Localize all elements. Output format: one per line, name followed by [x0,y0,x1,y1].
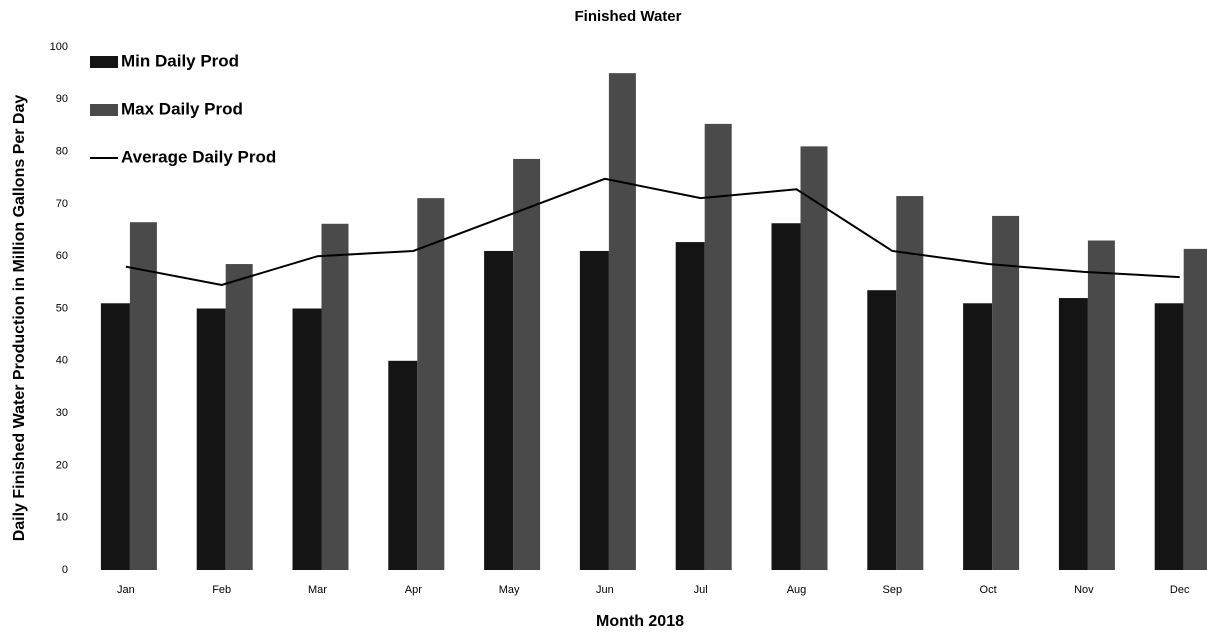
x-tick-label: Jun [596,584,614,596]
x-tick-label: Jul [694,584,708,596]
line [125,177,1180,286]
bar [417,198,445,570]
bar [800,146,828,570]
bar [867,290,897,570]
bar [225,264,253,570]
bar [513,158,541,570]
bar [771,223,801,570]
bar [704,123,732,571]
bar [608,73,636,571]
x-tick-label: Apr [405,584,422,596]
bar [675,242,705,571]
legend-swatch [90,104,118,116]
bar [896,196,924,570]
y-tick-label: 80 [56,146,68,158]
bar [100,303,130,570]
x-tick-label: Mar [308,584,327,596]
y-tick-label: 60 [56,250,68,262]
bar [388,360,418,570]
x-tick-label: Oct [980,584,997,596]
bar [992,215,1020,570]
x-tick-label: Dec [1170,584,1190,596]
x-axis-title: Month 2018 [596,613,684,630]
y-tick-label: 70 [56,198,68,210]
bar [321,223,349,571]
bar [484,250,514,570]
bar [963,303,993,570]
y-tick-label: 20 [56,459,68,471]
y-tick-label: 50 [56,302,68,314]
bar [1087,240,1115,570]
y-tick-label: 0 [62,564,68,576]
legend-label: Min Daily Prod [121,51,239,70]
legend-label: Max Daily Prod [121,99,243,118]
legend-label: Average Daily Prod [121,147,276,166]
bar [1154,303,1184,570]
bar [196,308,226,570]
x-tick-label: Feb [212,584,231,596]
y-tick-label: 100 [50,41,68,53]
x-tick-label: May [499,584,520,596]
bar [579,250,609,570]
y-tick-label: 40 [56,355,68,367]
bar [292,308,322,570]
x-tick-label: Nov [1074,584,1094,596]
bar [1183,248,1207,571]
y-tick-label: 10 [56,512,68,524]
x-tick-label: Sep [883,584,903,596]
y-axis-title: Daily Finished Water Production in Milli… [11,95,28,542]
x-tick-label: Jan [117,584,135,596]
legend-swatch [90,56,118,68]
y-tick-label: 30 [56,407,68,419]
bar [129,222,157,570]
chart-title: Finished Water [575,8,682,25]
x-tick-label: Aug [787,584,807,596]
bar [1058,298,1088,570]
y-tick-label: 90 [56,93,68,105]
